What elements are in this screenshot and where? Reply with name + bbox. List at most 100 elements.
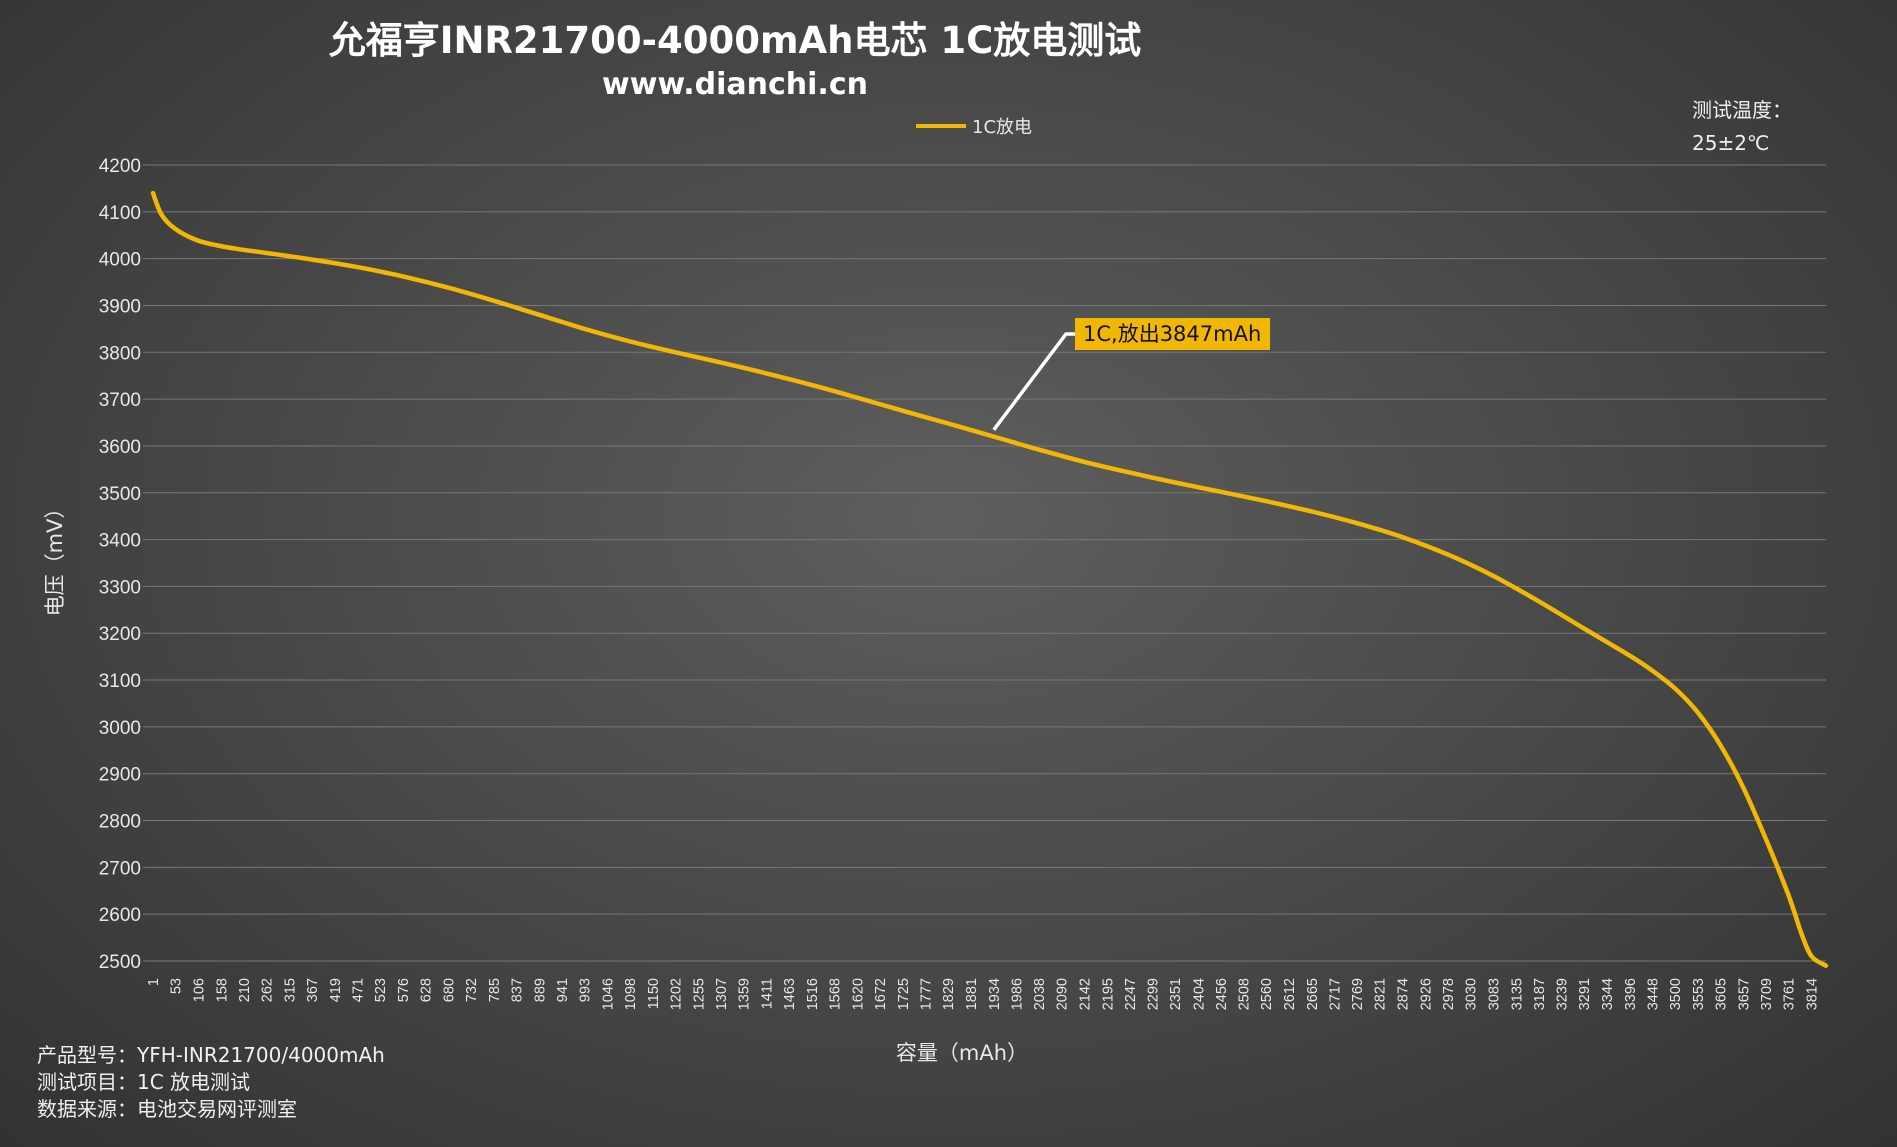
x-tick-label: 628 xyxy=(419,978,435,1002)
x-tick-label: 523 xyxy=(373,978,389,1002)
x-tick-label: 1986 xyxy=(1009,978,1025,1010)
x-tick-label: 419 xyxy=(328,978,344,1002)
x-axis-title: 容量（mAh） xyxy=(896,1041,1028,1065)
x-tick-label: 1516 xyxy=(805,978,821,1010)
x-tick-label: 680 xyxy=(441,978,457,1002)
y-tick-label: 4100 xyxy=(99,203,141,224)
footer-source: 数据来源：电池交易网评测室 xyxy=(37,1097,297,1121)
x-tick-label: 210 xyxy=(237,978,253,1002)
annotation-box xyxy=(1075,318,1270,350)
x-tick-label: 2560 xyxy=(1259,978,1275,1010)
x-tick-label: 2874 xyxy=(1396,978,1412,1010)
x-tick-label: 53 xyxy=(169,978,185,994)
x-tick-label: 2038 xyxy=(1032,978,1048,1010)
x-tick-label: 3239 xyxy=(1555,978,1571,1010)
x-axis: 1 53 106 158 210 262 315 367 419 471 523 576 628 680 7… xyxy=(146,978,1821,1010)
y-tick-label: 3200 xyxy=(99,624,141,645)
annotation-text: 1C,放出3847mAh xyxy=(1083,322,1261,346)
x-tick-label: 785 xyxy=(487,978,503,1002)
x-tick-label: 2247 xyxy=(1123,978,1139,1010)
y-tick-label: 3600 xyxy=(99,437,141,458)
x-tick-label: 2665 xyxy=(1305,978,1321,1010)
legend: 1C放电 xyxy=(916,117,1032,138)
x-tick-label: 2978 xyxy=(1441,978,1457,1010)
x-tick-label: 2195 xyxy=(1100,978,1116,1010)
series-line-1c xyxy=(150,190,1829,968)
y-axis-title: 电压（mV） xyxy=(43,498,67,617)
x-tick-label: 1725 xyxy=(896,978,912,1010)
footer-item: 测试项目：1C 放电测试 xyxy=(37,1070,250,1094)
x-tick-label: 3291 xyxy=(1577,978,1593,1010)
x-tick-label: 3709 xyxy=(1759,978,1775,1010)
x-tick-label: 1620 xyxy=(850,978,866,1010)
chart-title: 允福亨INR21700-4000mAh电芯 1C放电测试 xyxy=(329,19,1142,62)
x-tick-label: 941 xyxy=(555,978,571,1002)
x-tick-label: 1 xyxy=(146,978,162,986)
x-tick-label: 315 xyxy=(283,978,299,1002)
x-tick-label: 1202 xyxy=(668,978,684,1010)
chart-subtitle: www.dianchi.cn xyxy=(602,67,868,102)
y-tick-label: 3100 xyxy=(99,671,141,692)
x-tick-label: 1150 xyxy=(646,978,662,1009)
x-tick-label: 1359 xyxy=(737,978,753,1010)
x-tick-label: 2926 xyxy=(1418,978,1434,1010)
x-tick-label: 2821 xyxy=(1373,978,1389,1010)
x-tick-label: 993 xyxy=(578,978,594,1002)
x-tick-label: 106 xyxy=(192,978,208,1002)
x-tick-label: 1934 xyxy=(987,978,1003,1010)
x-tick-label: 576 xyxy=(396,978,412,1002)
x-tick-label: 3083 xyxy=(1487,978,1503,1010)
x-tick-label: 367 xyxy=(305,978,321,1002)
footer-model: 产品型号：YFH-INR21700/4000mAh xyxy=(37,1043,385,1067)
y-tick-label: 3000 xyxy=(99,718,141,739)
x-tick-label: 2717 xyxy=(1327,978,1343,1010)
y-tick-label: 3400 xyxy=(99,531,141,552)
x-tick-label: 1255 xyxy=(691,978,707,1010)
x-tick-label: 471 xyxy=(350,978,366,1002)
x-tick-label: 1829 xyxy=(941,978,957,1010)
x-tick-label: 889 xyxy=(532,978,548,1002)
x-tick-label: 3135 xyxy=(1509,978,1525,1010)
y-tick-label: 2800 xyxy=(99,812,141,833)
y-tick-label: 2600 xyxy=(99,905,141,926)
temperature-label: 测试温度： xyxy=(1692,98,1792,122)
y-tick-label: 2900 xyxy=(99,765,141,786)
x-tick-label: 3761 xyxy=(1782,978,1798,1010)
x-tick-label: 3605 xyxy=(1714,978,1730,1010)
y-tick-label: 3700 xyxy=(99,390,141,411)
x-tick-label: 3448 xyxy=(1645,978,1661,1010)
x-tick-label: 3553 xyxy=(1691,978,1707,1010)
x-tick-label: 1568 xyxy=(828,978,844,1010)
x-tick-label: 2612 xyxy=(1282,978,1298,1010)
legend-label: 1C放电 xyxy=(972,117,1032,138)
x-tick-label: 837 xyxy=(510,978,526,1002)
y-tick-label: 3500 xyxy=(99,484,141,505)
x-tick-label: 2299 xyxy=(1146,978,1162,1010)
x-tick-label: 3344 xyxy=(1600,978,1616,1010)
x-tick-label: 2351 xyxy=(1168,978,1184,1010)
y-tick-label: 3900 xyxy=(99,296,141,317)
x-tick-label: 2142 xyxy=(1077,978,1093,1010)
x-tick-label: 2456 xyxy=(1214,978,1230,1010)
x-tick-label: 1307 xyxy=(714,978,730,1010)
y-tick-label: 3800 xyxy=(99,343,141,364)
x-tick-label: 1411 xyxy=(759,978,775,1009)
x-tick-label: 1777 xyxy=(919,978,935,1010)
x-tick-label: 3500 xyxy=(1668,978,1684,1010)
y-tick-label: 2700 xyxy=(99,858,141,879)
x-tick-label: 3187 xyxy=(1532,978,1548,1010)
x-tick-label: 1463 xyxy=(782,978,798,1010)
x-tick-label: 1046 xyxy=(601,978,617,1010)
x-tick-label: 3814 xyxy=(1805,978,1821,1010)
y-axis: 2500 2600 2700 2800 2900 3000 3100 3200 3300 3400… xyxy=(99,156,141,973)
y-tick-label: 4000 xyxy=(99,250,141,271)
x-tick-label: 2769 xyxy=(1350,978,1366,1010)
x-tick-label: 2090 xyxy=(1055,978,1071,1010)
x-tick-label: 1672 xyxy=(873,978,889,1010)
x-tick-label: 1098 xyxy=(623,978,639,1010)
x-tick-label: 262 xyxy=(260,978,276,1002)
y-tick-label: 2500 xyxy=(99,952,141,973)
x-tick-label: 3030 xyxy=(1464,978,1480,1010)
x-tick-label: 2404 xyxy=(1191,978,1207,1010)
